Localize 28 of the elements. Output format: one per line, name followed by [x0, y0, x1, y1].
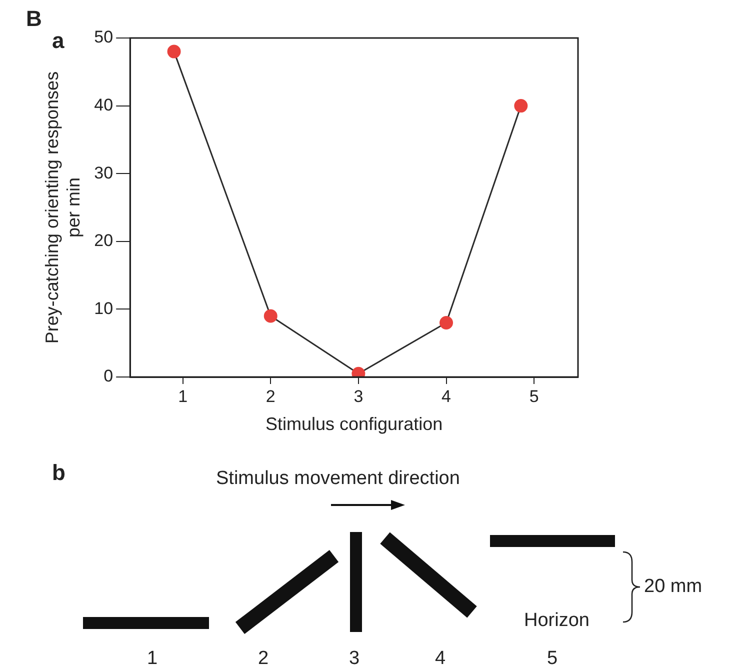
- text: 4: [435, 648, 446, 670]
- text: B: [26, 6, 42, 32]
- point: [440, 316, 454, 330]
- y-tick-label: 30: [94, 163, 114, 182]
- text: 20 mm: [644, 576, 702, 598]
- text: b: [52, 460, 66, 486]
- point: [264, 309, 278, 323]
- y-axis-title: Prey-catching orienting responses per min: [42, 71, 84, 344]
- y-tick-label: 50: [94, 28, 114, 47]
- x-axis-title: Stimulus configuration: [266, 414, 443, 434]
- text: Stimulus movement direction: [216, 468, 460, 490]
- y-tick-label: 10: [94, 298, 114, 318]
- x-tick-label: 3: [354, 386, 364, 406]
- point: [514, 99, 528, 113]
- text: 3: [349, 648, 360, 670]
- y-tick-label: 0: [104, 366, 114, 386]
- x-tick-label: 1: [178, 386, 188, 406]
- x-tick-label: 4: [442, 386, 451, 406]
- text: 1: [147, 648, 158, 670]
- y-tick-label: 40: [94, 95, 114, 114]
- text: 2: [258, 648, 269, 670]
- x-tick-label: 2: [266, 386, 276, 406]
- text: Horizon: [524, 610, 590, 632]
- text: a: [52, 28, 64, 54]
- x-tick-label: 5: [529, 386, 539, 406]
- y-tick-label: 20: [94, 231, 114, 250]
- point: [167, 44, 181, 58]
- text: 5: [547, 648, 558, 670]
